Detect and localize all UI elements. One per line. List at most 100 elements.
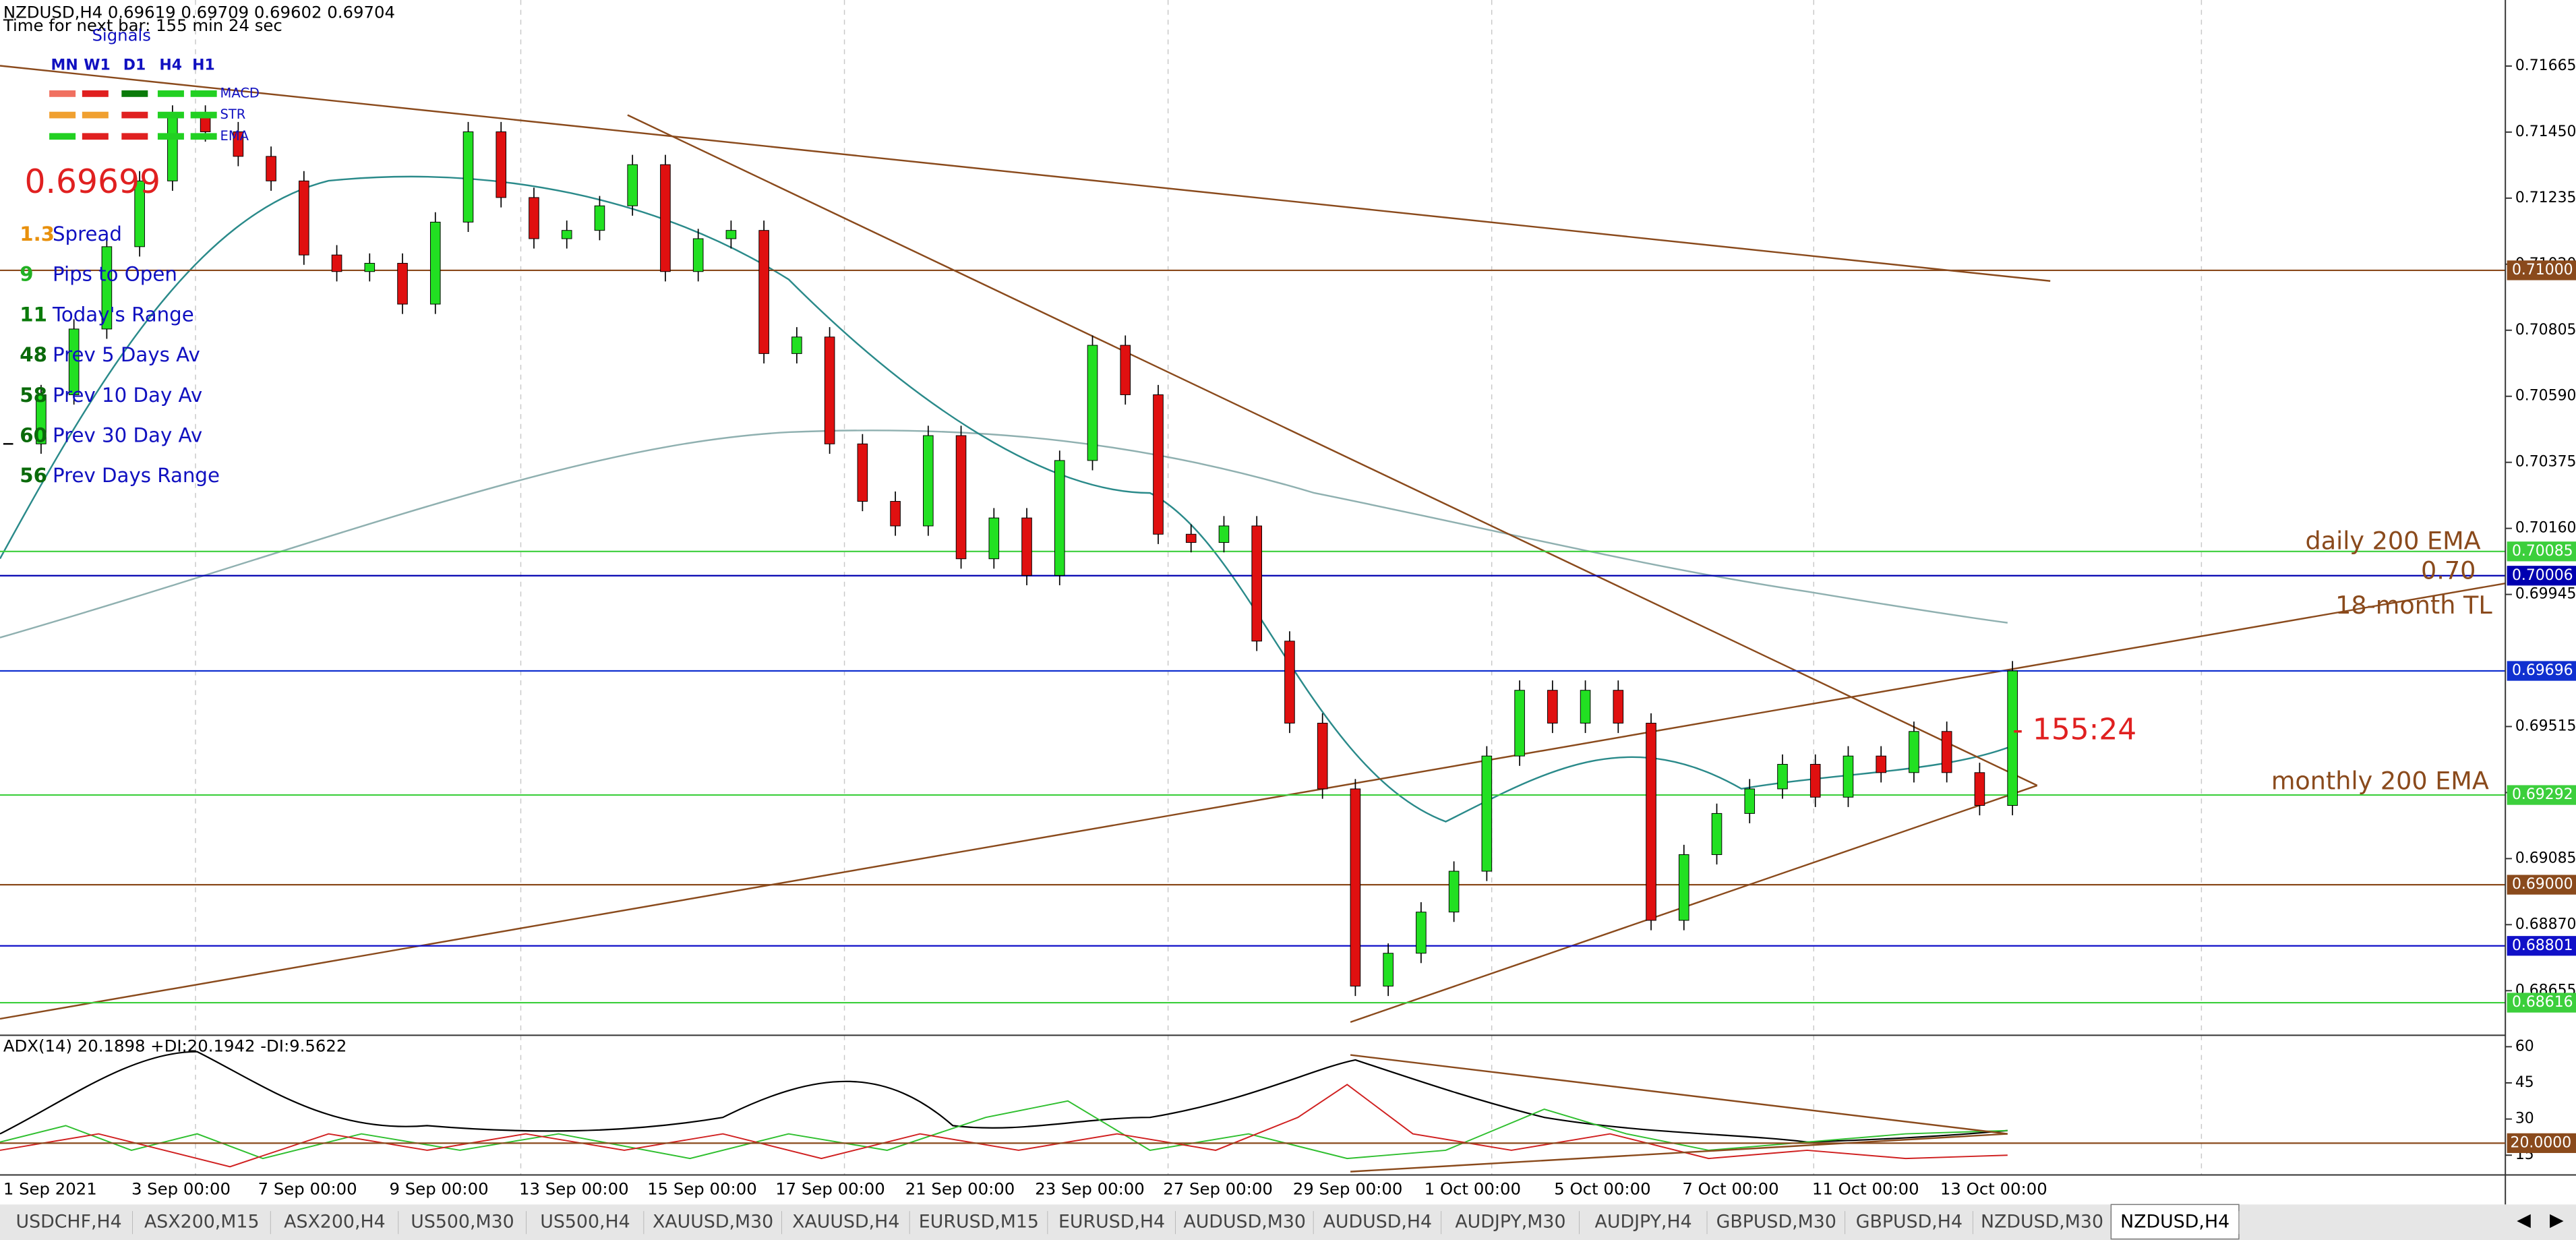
tab[interactable] (1175, 1208, 1314, 1238)
tab-label[interactable]: US500,M30 (411, 1212, 514, 1233)
tab[interactable] (1313, 1208, 1442, 1238)
tab-label[interactable]: NZDUSD,H4 (2120, 1212, 2229, 1233)
signal-dash (121, 133, 148, 140)
signal-dash (190, 90, 217, 97)
plus-di-line (0, 1100, 2008, 1160)
candle (1350, 788, 1361, 986)
tab-label[interactable]: GBPUSD,M30 (1716, 1212, 1836, 1233)
stat-value: 58 (20, 384, 47, 407)
tab[interactable] (909, 1208, 1048, 1238)
candle (233, 131, 244, 157)
tab[interactable] (132, 1208, 271, 1238)
tab[interactable] (398, 1208, 527, 1238)
chart-header: NZDUSD,H4 0.69619 0.69709 0.69602 0.6970… (3, 2, 395, 22)
indicator-label: EMA (220, 128, 249, 144)
x-tick-label: 17 Sep 00:00 (775, 1179, 885, 1198)
x-tick-label: 13 Oct 00:00 (1940, 1179, 2047, 1198)
stat-value: 1.3 (20, 223, 55, 245)
tab[interactable] (1048, 1208, 1176, 1238)
tab[interactable] (1845, 1208, 1973, 1238)
tab[interactable] (1579, 1208, 1708, 1238)
tab-label[interactable]: XAUUSD,M30 (653, 1212, 773, 1233)
tab[interactable] (5, 1208, 133, 1238)
candle (1909, 731, 1919, 773)
y-tick-label: 0.70590 (2515, 388, 2576, 405)
y-tick-label: 60 (2515, 1038, 2534, 1055)
x-tick-label: 5 Oct 00:00 (1554, 1179, 1650, 1198)
tab-label[interactable]: AUDUSD,M30 (1183, 1212, 1306, 1233)
tab-scroll-right[interactable]: ▶ (2550, 1210, 2564, 1231)
signal-dash (49, 133, 76, 140)
candle (1185, 533, 1197, 543)
tab-label[interactable]: XAUUSD,H4 (792, 1212, 899, 1233)
indicator-label: MACD (220, 85, 260, 100)
signal-dash (82, 133, 109, 140)
candle (331, 254, 342, 272)
stat-value: 56 (20, 464, 47, 487)
tab-label[interactable]: USDCHF,H4 (16, 1212, 121, 1233)
y-tick-label: 0.69515 (2515, 717, 2576, 734)
candle (266, 156, 276, 181)
signal-dash (190, 133, 217, 140)
x-tick-label: 15 Sep 00:00 (647, 1179, 757, 1198)
tab[interactable] (781, 1208, 910, 1238)
candle (2007, 670, 2018, 806)
level-tag (2507, 993, 2576, 1013)
candle (496, 131, 507, 198)
candle (1284, 641, 1295, 724)
tab-label[interactable]: GBPUSD,H4 (1856, 1212, 1963, 1233)
tab[interactable] (1707, 1208, 1846, 1238)
candle (1054, 460, 1065, 576)
stat-label: Prev 5 Days Av (53, 343, 200, 366)
timeframe-label: H1 (192, 57, 215, 73)
signal-dash (157, 90, 184, 97)
tab[interactable] (1441, 1208, 1580, 1238)
timeframe-label: H4 (159, 57, 182, 73)
y-tick-label: 0.70375 (2515, 454, 2576, 471)
candle (1711, 813, 1723, 855)
level-tag (2507, 566, 2576, 586)
tab-label[interactable]: AUDJPY,H4 (1595, 1212, 1692, 1233)
tab[interactable] (644, 1208, 782, 1238)
level-label: 20.0000 (2511, 1134, 2572, 1151)
bid-price: 0.69699 (25, 163, 160, 201)
level-tag (2507, 936, 2576, 956)
candle (1218, 525, 1230, 543)
tab-label[interactable]: NZDUSD,M30 (1981, 1212, 2103, 1233)
timeframe-label: MN (51, 57, 78, 73)
minus-di-line (0, 1084, 2008, 1168)
tab-label[interactable]: EURUSD,H4 (1058, 1212, 1165, 1233)
tab-label[interactable]: ASX200,H4 (284, 1212, 386, 1233)
y-tick-label: 0.70805 (2515, 322, 2576, 338)
tab[interactable] (270, 1208, 399, 1238)
stat-label: Spread (53, 223, 122, 245)
x-tick-label: 7 Sep 00:00 (258, 1179, 357, 1198)
price-axis: 0.716650.714500.712350.710200.708050.705… (2505, 57, 2576, 1013)
level-label: 0.69000 (2512, 876, 2573, 893)
tab[interactable] (1973, 1208, 2111, 1238)
stat-label: Prev 10 Day Av (53, 384, 202, 407)
tab-scroll-left[interactable]: ◀ (2517, 1210, 2531, 1231)
candle (627, 164, 638, 206)
y-tick-label: 45 (2515, 1074, 2534, 1091)
candle (1876, 755, 1887, 773)
candle (1678, 854, 1689, 921)
tab[interactable] (526, 1208, 645, 1238)
timeframe-label: W1 (84, 57, 110, 73)
candle (923, 435, 934, 527)
candle (364, 262, 376, 272)
tab-label[interactable]: AUDJPY,M30 (1455, 1212, 1565, 1233)
level-tag (2507, 541, 2576, 562)
tab-label[interactable]: EURUSD,M15 (919, 1212, 1039, 1233)
tab-label[interactable]: US500,H4 (540, 1212, 630, 1233)
ema-50 (0, 175, 2008, 823)
tab-label[interactable]: AUDUSD,H4 (1323, 1212, 1433, 1233)
signals-title: Signals (92, 26, 151, 45)
trendline (1350, 1133, 2008, 1173)
tab-label[interactable]: ASX200,M15 (144, 1212, 260, 1233)
indicator-label: STR (220, 107, 246, 122)
